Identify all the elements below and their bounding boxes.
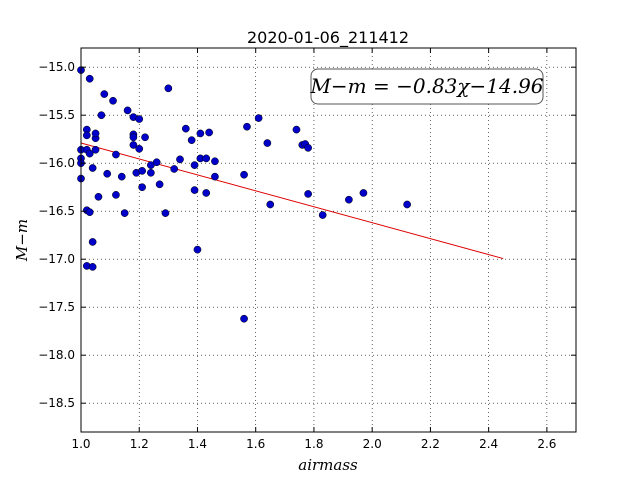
data-point [403,200,411,209]
data-point [85,74,94,83]
y-axis-label: M−m [13,219,31,262]
x-tick-label: 2.0 [363,437,382,451]
data-point [129,141,138,149]
data-point [254,114,263,122]
x-tick-label: 1.0 [71,437,90,451]
data-point [103,169,112,178]
data-point [138,167,146,175]
data-point [123,106,132,115]
y-tick-label: −15.0 [38,60,75,74]
data-point [205,128,213,137]
plot-area [81,48,576,432]
data-point [161,209,170,217]
data-point [94,192,103,201]
data-point [112,191,120,199]
data-point [211,157,219,166]
data-point [91,145,100,154]
x-tick-label: 1.4 [188,437,207,451]
chart-title: 2020-01-06_211412 [247,28,409,48]
data-point [304,143,312,152]
x-tick-label: 2.6 [537,437,556,451]
data-point [88,164,97,172]
grid-lines [80,48,576,432]
x-tick-labels: 1.0 1.2 1.4 1.6 1.8 2.0 2.2 2.4 2.6 [71,437,556,451]
data-point [190,161,199,169]
data-point [97,111,106,120]
x-axis-label: airmass [298,456,358,474]
data-point [135,144,144,153]
x-tick-label: 1.8 [304,437,323,451]
fit-annotation: M−m = −0.83χ−14.96 [309,68,544,105]
data-point [181,124,190,133]
data-point [345,195,353,204]
data-point [152,158,161,167]
data-point [187,136,196,145]
data-point [155,180,164,189]
y-tick-label: −15.5 [38,108,75,122]
data-point [170,165,179,173]
y-tick-label: −18.0 [38,348,75,362]
data-point [129,133,138,142]
data-point [138,183,146,192]
y-tick-label: −17.0 [38,252,75,266]
data-point [211,172,219,181]
data-point [88,238,97,246]
data-point [85,208,94,217]
data-point [196,129,205,138]
data-point [85,149,94,158]
data-point [147,168,155,177]
data-point [202,154,211,163]
data-point [202,189,211,197]
y-tick-label: −18.5 [38,396,75,410]
data-point [263,139,272,147]
x-tick-label: 2.2 [421,437,440,451]
data-point [292,125,301,134]
data-point [240,170,248,179]
data-point [304,190,312,198]
data-point [193,245,202,254]
x-tick-label: 1.6 [246,437,265,451]
y-tick-label: −17.5 [38,300,75,314]
data-point [243,122,251,131]
data-point [190,186,199,194]
x-tick-label: 1.2 [130,437,149,451]
annotation-box [310,68,544,105]
data-point [100,90,109,98]
y-tick-labels: −15.0 −15.5 −16.0 −16.5 −17.0 −17.5 −18.0 −18.5 [38,60,75,410]
axis-ticks [80,48,576,432]
plot-frame [80,47,577,433]
data-point [164,84,173,93]
data-point [135,115,144,123]
data-point [82,131,91,140]
data-point [88,263,97,271]
data-point [240,314,248,323]
data-point [112,150,120,159]
annotation-text: M−m = −0.83χ−14.96 [309,74,543,98]
data-point [141,133,149,142]
data-point [266,200,275,209]
data-point [117,172,126,181]
data-point [359,189,368,197]
y-tick-label: −16.0 [38,156,75,170]
x-tick-label: 2.4 [479,437,498,451]
data-point [109,96,117,105]
y-tick-label: −16.5 [38,204,75,218]
data-point [120,209,129,217]
data-points [77,66,411,323]
data-point [91,129,100,138]
data-point [176,155,184,164]
data-point [318,211,327,219]
